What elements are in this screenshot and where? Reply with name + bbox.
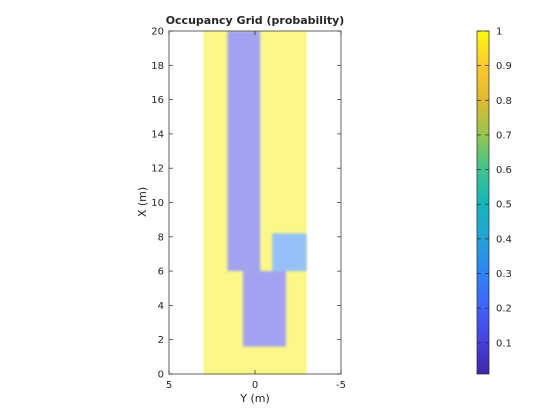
x-tick-label: 5 [166,380,172,391]
y-tick-label: 12 [151,164,164,175]
free-space-cell [272,233,307,272]
colorbar-ticks: 0.1 0.2 0.3 0.4 0.5 0.6 0.7 0.8 0.9 1 [477,27,512,349]
colorbar [477,31,489,374]
colorbar-frame [476,30,490,375]
colorbar-tick-label: 0.8 [496,96,512,107]
colorbar-tick-label: 0.7 [496,130,512,141]
y-tick-label: 2 [158,335,164,346]
colorbar-tick-label: 0.2 [496,304,512,315]
colorbar-tick-label: 0.5 [496,200,512,211]
colorbar-tick-label: 0.1 [496,338,512,349]
y-tick-label: 10 [151,198,164,209]
y-axis: 0 2 4 6 8 10 12 14 16 18 20 [151,27,341,381]
chart-title: Occupancy Grid (probability) [166,14,345,27]
y-tick-label: 4 [158,301,164,312]
x-axis: 5 0 -5 [166,31,346,391]
y-tick-label: 8 [158,232,164,243]
colorbar-tick-label: 0.6 [496,165,512,176]
y-tick-label: 0 [158,370,164,381]
occupancy-heatmap [203,31,307,374]
y-tick-label: 6 [158,267,164,278]
colorbar-tick-label: 0.4 [496,234,512,245]
x-tick-label: -5 [336,380,346,391]
y-tick-label: 14 [151,129,164,140]
x-axis-label: Y (m) [239,392,270,405]
colorbar-tick-label: 1 [496,27,502,38]
x-tick-label: 0 [252,380,258,391]
y-axis-label: X (m) [136,187,149,217]
colorbar-tick-label: 0.3 [496,269,512,280]
free-space-cell [227,31,261,272]
colorbar-tick-label: 0.9 [496,61,512,72]
y-tick-label: 20 [151,27,164,38]
free-space-cell [242,271,286,347]
y-tick-label: 16 [151,95,164,106]
y-tick-label: 18 [151,61,164,72]
